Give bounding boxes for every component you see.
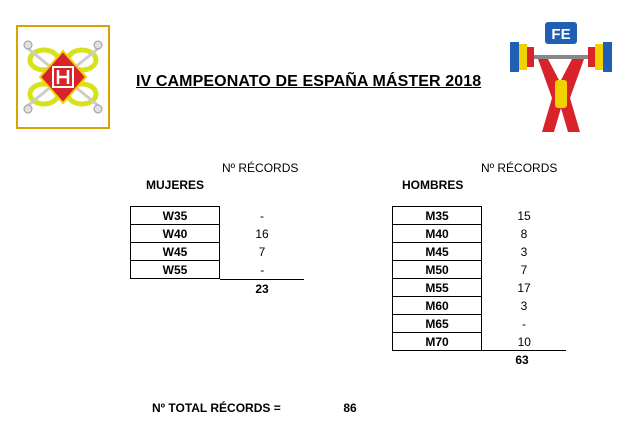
category-cell: M35 bbox=[392, 206, 482, 225]
records-cell: 16 bbox=[255, 226, 269, 241]
men-total-rule bbox=[482, 350, 566, 351]
women-total-rule bbox=[220, 279, 304, 280]
category-cell: M55 bbox=[392, 278, 482, 297]
category-cell: M60 bbox=[392, 296, 482, 315]
women-records-column-header: Nº RÉCORDS bbox=[222, 161, 299, 175]
table-row: M55 17 bbox=[392, 278, 567, 297]
men-subtotal: 63 bbox=[515, 353, 529, 367]
women-section-title: MUJERES bbox=[146, 178, 205, 192]
total-records-value: 86 bbox=[343, 401, 357, 415]
women-subtotal: 23 bbox=[255, 282, 269, 296]
table-row: W35 - bbox=[130, 206, 305, 225]
records-cell: - bbox=[522, 316, 526, 331]
table-row: W40 16 bbox=[130, 224, 305, 243]
records-cell: 17 bbox=[517, 280, 531, 295]
category-cell: W35 bbox=[130, 206, 220, 225]
table-row: W45 7 bbox=[130, 242, 305, 261]
total-records-label: Nº TOTAL RÉCORDS = bbox=[152, 401, 281, 415]
category-cell: M45 bbox=[392, 242, 482, 261]
records-cell: - bbox=[260, 208, 264, 223]
records-cell: 10 bbox=[517, 334, 531, 349]
federation-logo: FE bbox=[508, 20, 614, 138]
women-records-table: W35 - W40 16 W45 7 W55 - bbox=[130, 206, 305, 279]
table-row: M70 10 bbox=[392, 332, 567, 351]
men-section-title: HOMBRES bbox=[402, 178, 464, 192]
table-row: M50 7 bbox=[392, 260, 567, 279]
men-records-table: M35 15 M40 8 M45 3 M50 7 M55 17 M60 3 M6… bbox=[392, 206, 567, 351]
records-cell: 3 bbox=[520, 244, 528, 259]
table-row: M60 3 bbox=[392, 296, 567, 315]
logo-badge-text: FE bbox=[551, 26, 570, 43]
records-cell: - bbox=[260, 262, 265, 277]
category-cell: W55 bbox=[130, 260, 220, 279]
records-cell: 7 bbox=[520, 262, 528, 277]
records-cell: 7 bbox=[258, 244, 266, 259]
table-row: W55 - bbox=[130, 260, 305, 279]
category-cell: W45 bbox=[130, 242, 220, 261]
men-records-column-header: Nº RÉCORDS bbox=[481, 161, 558, 175]
table-row: M45 3 bbox=[392, 242, 567, 261]
table-row: M40 8 bbox=[392, 224, 567, 243]
table-row: M35 15 bbox=[392, 206, 567, 225]
records-cell: 3 bbox=[520, 298, 528, 313]
category-cell: W40 bbox=[130, 224, 220, 243]
records-cell: 8 bbox=[520, 226, 528, 241]
document-title: IV CAMPEONATO DE ESPAÑA MÁSTER 2018 bbox=[136, 73, 482, 90]
category-cell: M50 bbox=[392, 260, 482, 279]
category-cell: M40 bbox=[392, 224, 482, 243]
club-logo bbox=[16, 25, 110, 129]
weightlifting-emblem-icon bbox=[23, 40, 103, 114]
lifter-barbell-icon: FE bbox=[510, 22, 612, 132]
table-row: M65 - bbox=[392, 314, 567, 333]
category-cell: M70 bbox=[392, 332, 482, 351]
category-cell: M65 bbox=[392, 314, 482, 333]
records-cell: 15 bbox=[517, 208, 531, 223]
